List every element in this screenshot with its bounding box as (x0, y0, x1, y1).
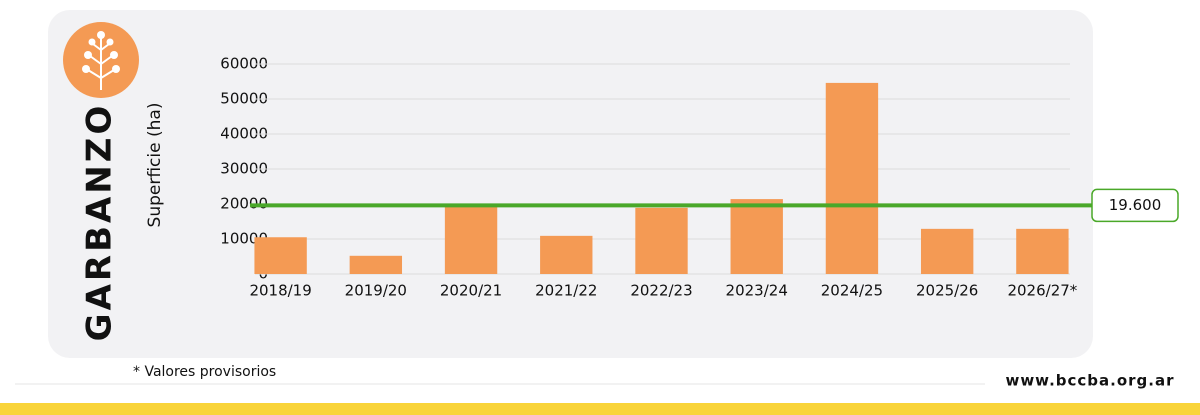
x-tick-label: 2022/23 (630, 282, 692, 300)
bar (254, 237, 307, 274)
chart-title: GARBANZO (80, 103, 120, 342)
x-tick-label: 2024/25 (821, 282, 883, 300)
bar (349, 255, 403, 274)
bar (730, 199, 783, 274)
y-axis-label: Superficie (ha) (145, 103, 165, 228)
bar (540, 235, 593, 274)
bar (825, 82, 879, 275)
x-tick-label: 2018/19 (249, 282, 311, 300)
x-tick-label: 2026/27* (1007, 282, 1077, 300)
bar (920, 228, 974, 274)
x-tick-label: 2023/24 (726, 282, 788, 300)
y-tick-label: 60000 (220, 55, 268, 73)
footnote: * Valores provisorios (133, 364, 276, 380)
footer-band (0, 403, 1200, 415)
card (48, 10, 1093, 358)
reference-label-box (1091, 188, 1179, 223)
x-tick-label: 2025/26 (916, 282, 978, 300)
y-tick-label: 50000 (220, 90, 268, 108)
icon (63, 22, 139, 98)
x-tick-label: 2019/20 (345, 282, 407, 300)
x-tick-label: 2020/21 (440, 282, 502, 300)
source: www.bccba.org.ar (1005, 372, 1174, 390)
x-tick-label: 2021/22 (535, 282, 597, 300)
bar (1016, 228, 1069, 274)
y-tick-label: 40000 (220, 125, 268, 143)
y-tick-label: 30000 (220, 160, 268, 178)
y-tick-label: 20000 (220, 195, 268, 213)
bar (635, 207, 688, 274)
reference-label: 19.600 (1109, 196, 1162, 214)
bar (444, 206, 498, 274)
